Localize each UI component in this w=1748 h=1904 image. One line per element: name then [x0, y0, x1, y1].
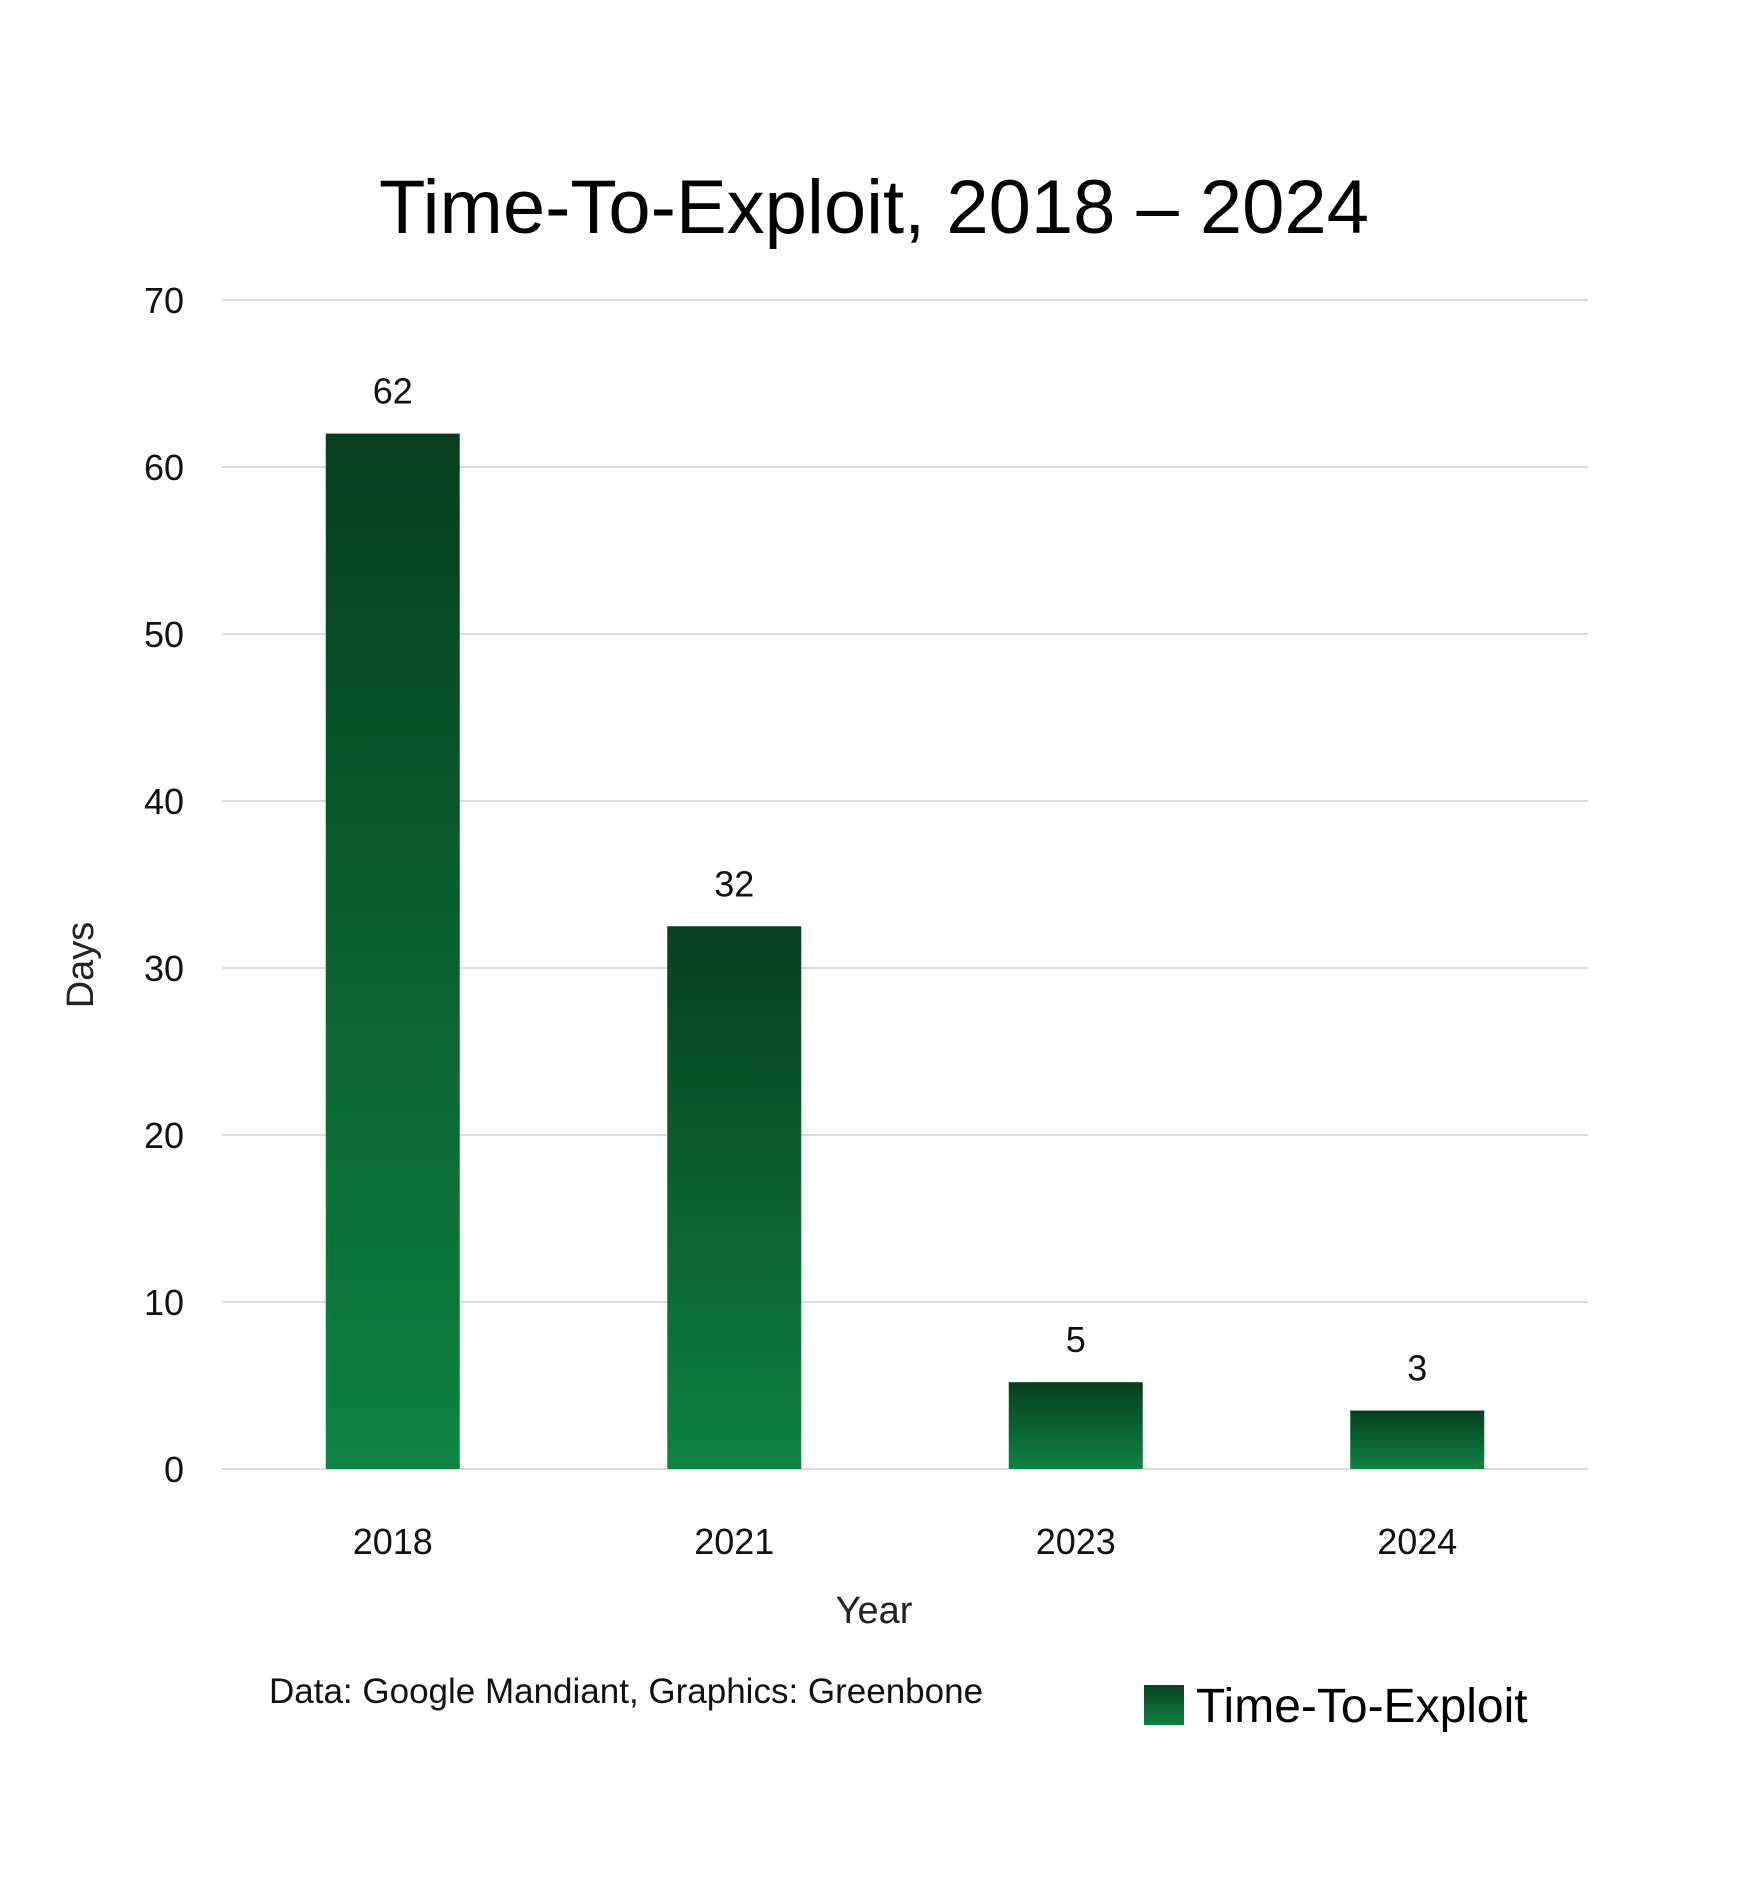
bar-2018 [325, 433, 460, 1470]
bar-2023 [1008, 1382, 1143, 1469]
y-tick-label-0: 0 [164, 1449, 184, 1490]
legend-swatch [1144, 1685, 1184, 1725]
y-tick-label-70: 70 [144, 280, 184, 321]
y-tick-label-30: 30 [144, 948, 184, 989]
x-axis-title: Year [836, 1590, 913, 1632]
bar-2021 [667, 926, 802, 1469]
bars [325, 433, 1485, 1470]
x-axis-ticks: 2018 2021 2023 2024 [353, 1521, 1458, 1562]
y-tick-label-40: 40 [144, 781, 184, 822]
legend-label: Time-To-Exploit [1196, 1680, 1528, 1733]
chart-title: Time-To-Exploit, 2018 – 2024 [379, 165, 1369, 250]
y-axis-ticks: 0 10 20 30 40 50 60 70 [144, 280, 184, 1490]
y-axis-title: Days [60, 922, 102, 1009]
data-label-2018: 62 [373, 371, 413, 412]
x-tick-label-2023: 2023 [1036, 1521, 1116, 1562]
x-tick-label-2018: 2018 [353, 1521, 433, 1562]
x-tick-label-2021: 2021 [694, 1521, 774, 1562]
x-tick-label-2024: 2024 [1377, 1521, 1457, 1562]
y-tick-label-20: 20 [144, 1115, 184, 1156]
legend: Time-To-Exploit [1144, 1680, 1528, 1733]
data-label-2023: 5 [1066, 1319, 1086, 1360]
data-label-2024: 3 [1407, 1348, 1427, 1389]
source-note: Data: Google Mandiant, Graphics: Greenbo… [269, 1672, 983, 1711]
y-tick-label-50: 50 [144, 614, 184, 655]
data-label-2021: 32 [714, 863, 754, 904]
y-tick-label-60: 60 [144, 447, 184, 488]
data-labels: 62 32 5 3 [373, 371, 1428, 1389]
y-tick-label-10: 10 [144, 1282, 184, 1323]
bar-2024 [1350, 1410, 1485, 1469]
